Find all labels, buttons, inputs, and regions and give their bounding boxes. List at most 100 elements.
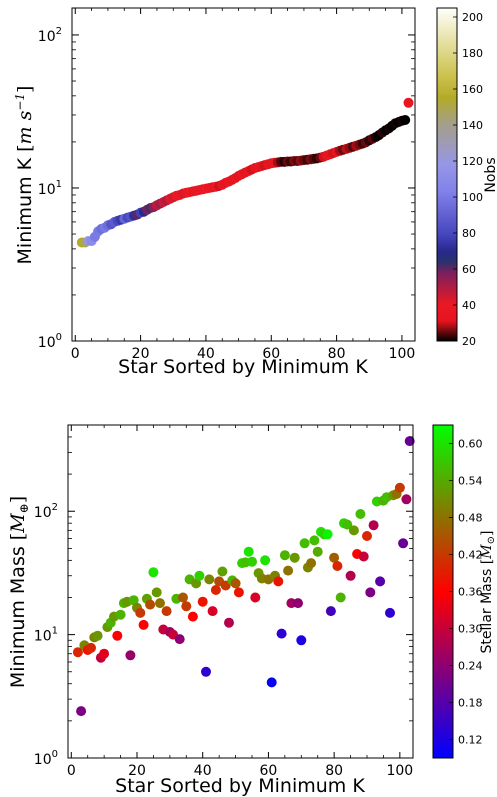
bottom-point <box>279 550 290 561</box>
bottom-colorbar-ticks: 0.12 0.18 0.24 0.30 0.36 0.42 0.48 0.54 0.60 <box>449 438 483 747</box>
bottom-point <box>362 531 372 541</box>
top-colorbar-tick-label: 140 <box>462 119 483 132</box>
bottom-point <box>335 592 346 603</box>
bottom-point <box>296 635 307 646</box>
bottom-point <box>306 558 317 569</box>
bottom-point <box>201 666 211 677</box>
top-x-tick-label: 80 <box>328 346 346 362</box>
bottom-point <box>309 535 320 546</box>
bottom-y-tick-label: 101 <box>34 626 58 645</box>
top-x-tick-label: 20 <box>132 346 150 362</box>
bottom-point <box>155 598 165 609</box>
top-point <box>400 115 411 125</box>
top-colorbar-tick-label: 60 <box>462 263 476 276</box>
bottom-point <box>92 630 103 641</box>
bottom-x-ticks: 0 20 40 60 80 100 <box>67 425 413 779</box>
bottom-point <box>233 587 244 598</box>
bottom-point <box>72 647 83 658</box>
bottom-point <box>401 494 412 505</box>
top-colorbar-tick-label: 180 <box>462 47 483 60</box>
bottom-point <box>375 576 386 587</box>
bottom-x-tick-label: 40 <box>194 763 212 779</box>
bottom-colorbar-tick-label: 0.30 <box>458 623 483 636</box>
bottom-point <box>148 567 159 578</box>
bottom-point <box>151 587 162 598</box>
top-colorbar-tick-label: 40 <box>462 299 476 312</box>
bottom-point <box>115 609 126 620</box>
bottom-chart: 0 20 40 60 80 100 100 101 102 Star Sorted by Mi… <box>7 424 497 797</box>
bottom-point <box>345 570 356 581</box>
bottom-point <box>293 598 303 609</box>
bottom-point <box>398 538 409 549</box>
bottom-point <box>181 601 192 612</box>
bottom-point <box>210 585 221 595</box>
bottom-point <box>187 611 198 622</box>
bottom-point <box>276 628 287 639</box>
bottom-point <box>368 520 379 531</box>
top-colorbar <box>436 7 458 342</box>
bottom-colorbar-title: Stellar Mass [M⊙] <box>479 531 497 654</box>
bottom-point <box>394 482 405 493</box>
top-y-axis-title: Minimum K [m s−1] <box>13 86 36 265</box>
bottom-x-tick-label: 0 <box>67 763 76 779</box>
top-x-ticks: 0 20 40 60 80 100 <box>71 8 415 362</box>
bottom-point <box>365 587 376 598</box>
bottom-point <box>299 538 310 549</box>
top-chart: 0 20 40 60 80 100 100 101 102 Star Sorted by Mi… <box>13 7 497 378</box>
bottom-point <box>99 648 110 659</box>
top-points <box>76 97 414 248</box>
bottom-point <box>135 607 146 618</box>
bottom-point <box>332 561 343 571</box>
bottom-x-axis-title: Star Sorted by Minimum K <box>115 775 365 797</box>
top-plot-frame <box>71 7 416 342</box>
top-y-tick-label: 101 <box>38 179 62 198</box>
top-colorbar-tick-label: 20 <box>462 335 476 348</box>
top-x-axis-title: Star Sorted by Minimum K <box>118 356 368 378</box>
bottom-point <box>325 606 336 617</box>
bottom-point <box>329 552 340 563</box>
bottom-y-tick-label: 100 <box>34 749 58 768</box>
bottom-colorbar-tick-label: 0.36 <box>458 586 483 599</box>
bottom-point <box>250 592 261 603</box>
bottom-point <box>207 606 218 617</box>
top-colorbar-tick-label: 120 <box>462 155 483 168</box>
bottom-point <box>273 576 284 587</box>
top-x-tick-label: 0 <box>71 346 80 362</box>
bottom-point <box>174 634 185 645</box>
bottom-y-axis-title: Minimum Mass [M⊕] <box>7 496 31 688</box>
bottom-point <box>385 607 395 618</box>
bottom-point <box>217 566 228 577</box>
bottom-point <box>312 546 323 557</box>
bottom-point <box>86 642 96 653</box>
bottom-x-tick-label: 60 <box>260 763 278 779</box>
bottom-point <box>243 546 254 557</box>
bottom-colorbar-tick-label: 0.18 <box>458 697 483 710</box>
top-y-tick-label: 102 <box>38 26 62 45</box>
bottom-point <box>322 529 333 540</box>
bottom-colorbar-tick-label: 0.12 <box>458 734 483 747</box>
top-colorbar-tick-label: 100 <box>462 191 483 204</box>
bottom-point <box>191 578 202 589</box>
bottom-point <box>178 592 188 603</box>
bottom-point <box>145 599 156 610</box>
bottom-point <box>161 606 172 617</box>
bottom-point <box>355 509 366 519</box>
top-colorbar-tick-label: 200 <box>462 11 483 24</box>
bottom-point <box>260 555 271 566</box>
bottom-point <box>112 630 123 641</box>
bottom-x-tick-label: 20 <box>128 763 146 779</box>
bottom-point <box>230 578 241 589</box>
bottom-point <box>342 519 353 530</box>
top-x-tick-label: 40 <box>197 346 215 362</box>
bottom-point <box>204 574 215 585</box>
bottom-points <box>72 436 415 717</box>
bottom-point <box>289 552 300 563</box>
bottom-point <box>76 706 87 717</box>
bottom-point <box>138 619 149 630</box>
bottom-point <box>197 596 208 607</box>
bottom-point <box>194 570 205 581</box>
bottom-point <box>125 650 136 661</box>
bottom-y-tick-label: 102 <box>34 502 58 521</box>
bottom-colorbar-tick-label: 0.54 <box>458 475 483 488</box>
top-colorbar-tick-label: 80 <box>462 227 476 240</box>
